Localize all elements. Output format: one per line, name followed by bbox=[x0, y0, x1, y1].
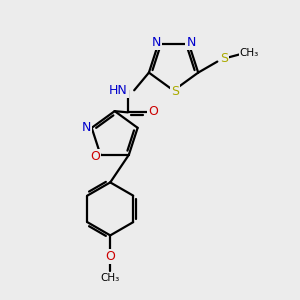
Text: N: N bbox=[151, 36, 161, 49]
Text: O: O bbox=[148, 105, 158, 118]
Text: O: O bbox=[90, 150, 100, 163]
Text: CH₃: CH₃ bbox=[100, 273, 120, 283]
Text: N: N bbox=[82, 121, 91, 134]
Text: S: S bbox=[171, 85, 179, 98]
Text: O: O bbox=[105, 250, 115, 263]
Text: N: N bbox=[187, 36, 196, 49]
Text: HN: HN bbox=[109, 84, 128, 97]
Text: S: S bbox=[220, 52, 228, 65]
Text: CH₃: CH₃ bbox=[239, 49, 259, 58]
